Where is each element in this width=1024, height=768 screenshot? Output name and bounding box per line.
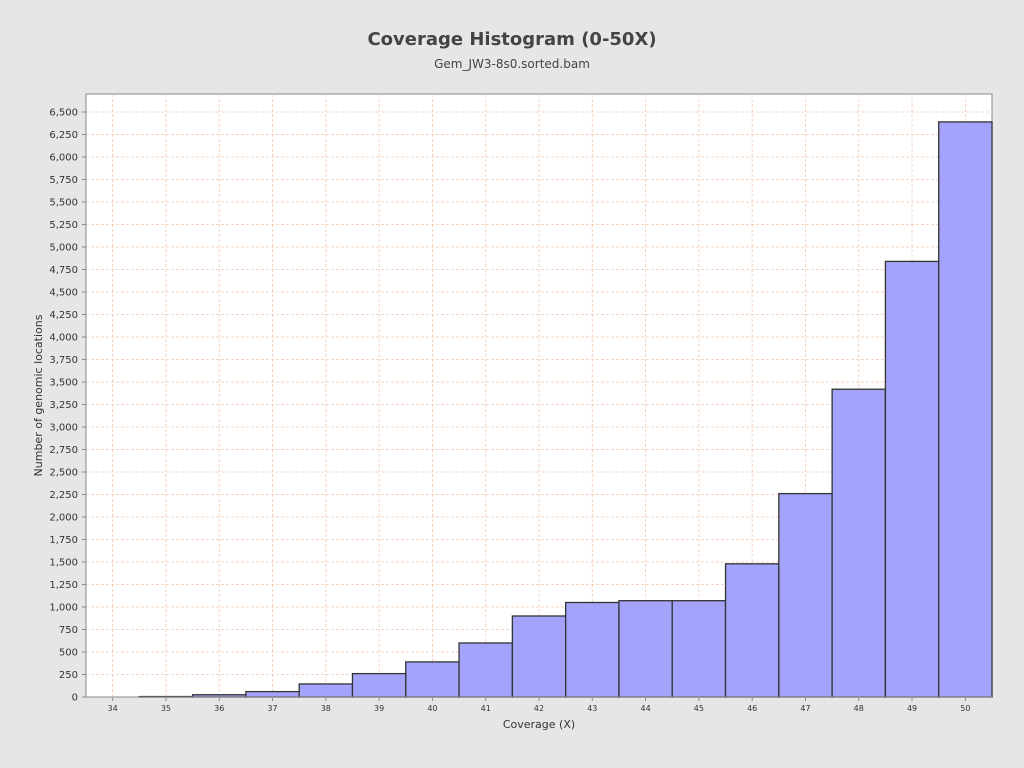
y-tick-label: 6,500 (49, 108, 78, 119)
x-tick-label: 50 (960, 704, 970, 713)
y-tick-label: 2,250 (49, 490, 78, 501)
y-tick-label: 3,500 (49, 378, 78, 389)
y-tick-label: 4,250 (49, 310, 78, 321)
x-tick-label: 45 (694, 704, 704, 713)
histogram-bar (511, 615, 567, 698)
y-tick-label: 4,000 (49, 333, 78, 344)
y-tick-label: 5,250 (49, 220, 78, 231)
x-tick-label: 38 (321, 704, 331, 713)
histogram-bar (298, 683, 354, 698)
histogram-bar (564, 601, 620, 698)
y-tick-label: 3,000 (49, 423, 78, 434)
y-tick-label: 2,500 (49, 468, 78, 479)
x-tick-label: 49 (907, 704, 917, 713)
x-tick-label: 41 (481, 704, 491, 713)
x-tick-label: 39 (374, 704, 384, 713)
y-tick-label: 2,000 (49, 513, 78, 524)
x-tick-label: 44 (640, 704, 650, 713)
y-tick-label: 500 (59, 648, 78, 659)
y-tick-label: 5,750 (49, 175, 78, 186)
histogram-bar (458, 642, 514, 698)
x-axis-label: Coverage (X) (503, 718, 575, 731)
x-tick-label: 40 (427, 704, 437, 713)
y-tick-label: 1,250 (49, 580, 78, 591)
y-tick-label: 1,750 (49, 535, 78, 546)
x-tick-label: 47 (800, 704, 810, 713)
x-tick-label: 34 (108, 704, 118, 713)
y-tick-label: 0 (72, 693, 78, 704)
histogram-bar (405, 661, 460, 698)
x-tick-label: 48 (854, 704, 864, 713)
x-tick-label: 46 (747, 704, 757, 713)
y-tick-label: 6,000 (49, 153, 78, 164)
y-tick-label: 3,750 (49, 355, 78, 366)
y-tick-label: 750 (59, 625, 78, 636)
histogram-bar (831, 388, 887, 698)
y-tick-label: 250 (59, 670, 78, 681)
chart-title: Coverage Histogram (0-50X) (367, 29, 657, 50)
x-tick-label: 35 (161, 704, 171, 713)
histogram-bar (778, 492, 833, 698)
y-tick-label: 4,500 (49, 288, 78, 299)
x-tick-label: 42 (534, 704, 544, 713)
y-tick-label: 3,250 (49, 400, 78, 411)
histogram-bar (671, 600, 727, 698)
y-tick-label: 2,750 (49, 445, 78, 456)
bars (138, 121, 993, 698)
chart-subtitle: Gem_JW3-8s0.sorted.bam (434, 57, 590, 71)
y-tick-label: 5,500 (49, 198, 78, 209)
y-tick-label: 1,500 (49, 558, 78, 569)
axes: 0 250 500 750 1,000 1,250 1,500 1,750 2,000 2,250… (49, 94, 992, 713)
x-tick-label: 43 (587, 704, 597, 713)
histogram-bar (618, 600, 673, 698)
y-tick-label: 6,250 (49, 130, 78, 141)
x-tick-label: 36 (214, 704, 224, 713)
histogram-bar (724, 563, 780, 698)
y-axis-label: Number of genomic locations (32, 314, 45, 476)
histogram-bar (884, 260, 940, 698)
y-tick-label: 5,000 (49, 243, 78, 254)
histogram-bar (245, 690, 300, 698)
y-tick-label: 4,750 (49, 265, 78, 276)
x-tick-label: 37 (267, 704, 277, 713)
histogram-bar (351, 672, 407, 698)
histogram-bar (938, 121, 993, 698)
y-tick-label: 1,000 (49, 603, 78, 614)
